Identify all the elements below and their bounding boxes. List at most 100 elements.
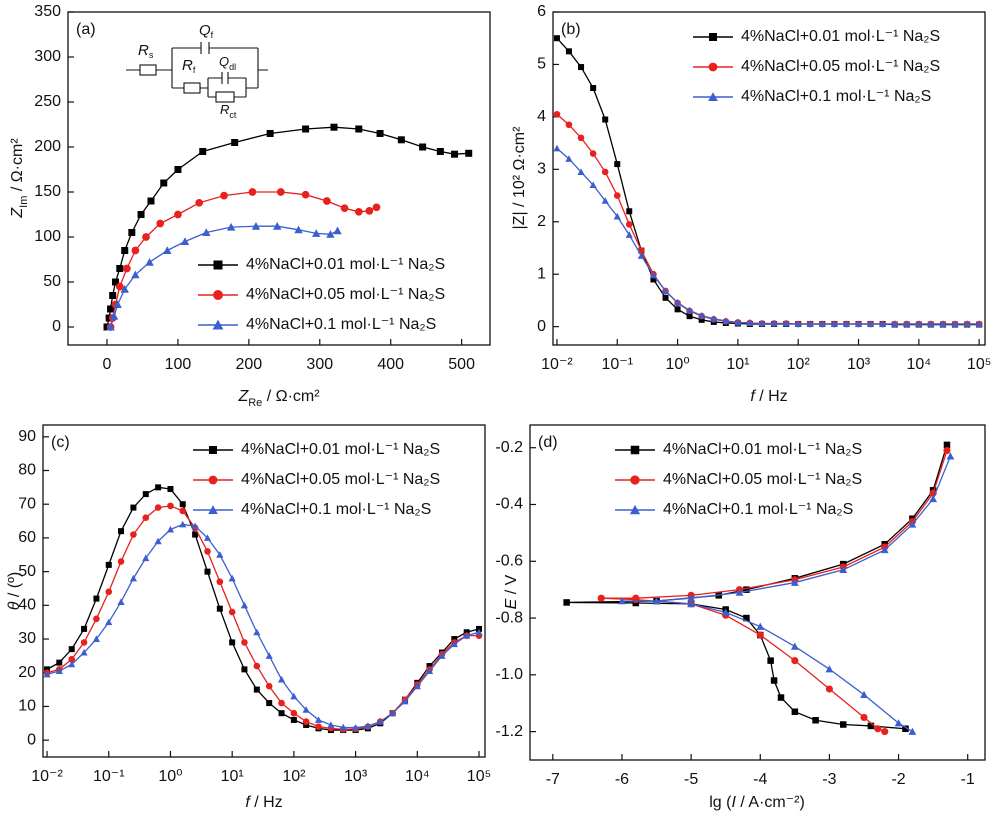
y-tick-label: 70 <box>18 495 36 512</box>
marker <box>908 727 917 735</box>
marker <box>842 320 851 328</box>
y-tick-label: -0.4 <box>495 496 523 513</box>
marker <box>426 662 433 669</box>
x-tick-label: 10³ <box>847 356 871 373</box>
y-tick-label: 200 <box>34 138 61 155</box>
marker <box>209 446 217 454</box>
marker <box>553 110 561 118</box>
legend-label: 4%NaCl+0.05 mol·L⁻¹ Na₂S <box>663 471 862 488</box>
y-tick-label: 0 <box>27 731 36 748</box>
legend-label: 4%NaCl+0.05 mol·L⁻¹ Na₂S <box>741 58 940 75</box>
x-axis-label: f / Hz <box>750 388 787 405</box>
marker <box>116 265 124 272</box>
marker <box>975 320 983 328</box>
marker <box>203 534 212 541</box>
marker <box>277 675 286 683</box>
marker <box>915 320 923 328</box>
y-tick-label: 40 <box>18 597 36 614</box>
marker <box>951 320 959 328</box>
marker <box>553 144 561 152</box>
series-line <box>556 37 980 326</box>
marker <box>902 725 909 733</box>
marker <box>756 631 764 639</box>
marker <box>758 319 766 327</box>
marker <box>854 320 863 328</box>
marker <box>208 475 218 485</box>
marker <box>419 143 427 151</box>
marker <box>577 168 585 175</box>
y-tick-label: 10 <box>18 698 36 715</box>
marker <box>112 278 120 286</box>
marker <box>355 125 363 133</box>
marker <box>946 452 955 460</box>
marker <box>204 568 211 575</box>
y-axis-label: E / V <box>503 574 520 609</box>
x-tick-label: -6 <box>615 771 629 788</box>
marker <box>290 692 298 700</box>
x-tick-label: 10⁻² <box>31 768 63 785</box>
marker <box>743 586 750 593</box>
legend-label: 4%NaCl+0.1 mol·L⁻¹ Na₂S <box>241 501 431 518</box>
legend-label: 4%NaCl+0.01 mol·L⁻¹ Na₂S <box>241 441 440 458</box>
circuit-label: Qdl <box>219 54 236 72</box>
marker <box>770 677 778 684</box>
x-tick-label: -3 <box>822 771 836 788</box>
marker <box>226 222 236 231</box>
x-tick-label: 500 <box>448 356 475 373</box>
marker <box>661 287 670 294</box>
marker <box>142 554 150 562</box>
y-tick-label: 80 <box>18 462 36 479</box>
marker <box>229 639 236 646</box>
marker <box>881 728 889 736</box>
marker <box>708 62 718 72</box>
marker <box>475 628 483 636</box>
x-tick-label: 10² <box>787 356 811 373</box>
marker <box>179 520 187 528</box>
marker <box>115 282 124 291</box>
marker <box>312 229 321 237</box>
marker <box>123 264 131 273</box>
circuit-label: Rf <box>182 57 196 75</box>
marker <box>179 507 187 515</box>
marker <box>602 116 609 123</box>
marker <box>709 33 717 41</box>
marker <box>145 258 154 266</box>
y-tick-label: 60 <box>18 529 36 546</box>
marker <box>939 320 947 328</box>
marker <box>302 706 310 713</box>
y-tick-label: 20 <box>18 664 36 681</box>
x-tick-label: 10⁰ <box>665 356 689 373</box>
x-tick-label: 10³ <box>344 768 368 785</box>
marker <box>721 608 730 616</box>
marker <box>156 219 165 228</box>
marker <box>698 312 706 319</box>
marker <box>578 64 585 71</box>
marker <box>687 599 696 608</box>
panel: 10⁻² 10⁻¹ 10⁰ 10¹ 10² 10³ 10⁴ 10⁵ 0 10 20 30 40 50 60 7… <box>18 424 491 785</box>
marker <box>590 85 597 92</box>
marker <box>327 721 335 728</box>
y-tick-label: 90 <box>18 428 36 445</box>
x-tick-label: 300 <box>306 356 333 373</box>
x-tick-label: 10⁴ <box>405 768 430 785</box>
marker <box>687 594 696 602</box>
marker <box>425 667 434 675</box>
marker <box>167 486 174 493</box>
marker <box>791 708 799 715</box>
legend-label: 4%NaCl+0.01 mol·L⁻¹ Na₂S <box>741 28 940 45</box>
marker <box>565 121 573 129</box>
marker <box>565 155 573 162</box>
marker <box>253 686 260 693</box>
marker <box>777 694 785 701</box>
marker <box>413 682 421 690</box>
circuit-label: Rct <box>220 102 237 120</box>
marker <box>867 722 875 730</box>
marker <box>301 190 310 199</box>
y-tick-label: 30 <box>18 630 36 647</box>
marker <box>330 123 338 131</box>
marker <box>629 504 641 515</box>
marker <box>326 230 335 238</box>
x-tick-label: -2 <box>891 771 905 788</box>
marker <box>880 546 889 554</box>
marker <box>265 652 273 659</box>
